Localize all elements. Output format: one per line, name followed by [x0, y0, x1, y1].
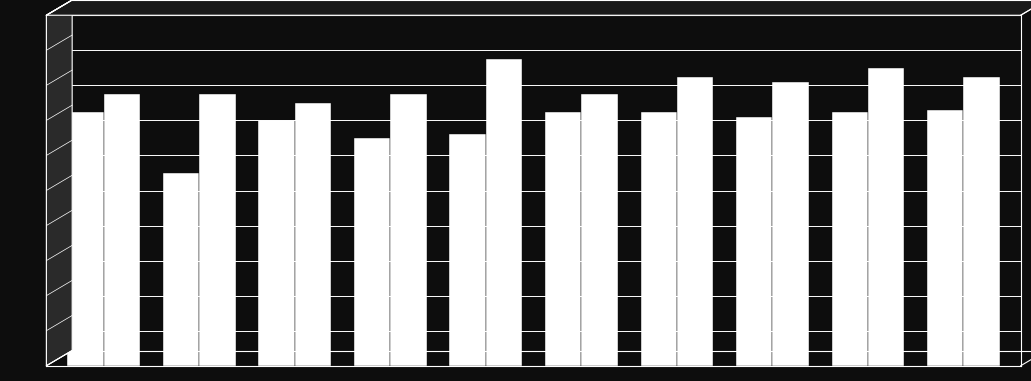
- Bar: [640, 112, 676, 366]
- Bar: [259, 120, 295, 366]
- Bar: [736, 117, 772, 366]
- Bar: [486, 59, 522, 366]
- Bar: [163, 173, 199, 366]
- Bar: [199, 94, 235, 366]
- Bar: [868, 68, 904, 366]
- Bar: [676, 77, 713, 366]
- Bar: [104, 94, 140, 366]
- Bar: [354, 138, 391, 366]
- Bar: [832, 112, 868, 366]
- Bar: [67, 112, 104, 366]
- Bar: [295, 103, 331, 366]
- Bar: [963, 77, 1000, 366]
- Bar: [581, 94, 618, 366]
- Bar: [772, 82, 808, 366]
- Bar: [927, 110, 963, 366]
- Bar: [391, 94, 427, 366]
- Bar: [545, 112, 581, 366]
- Bar: [450, 134, 486, 366]
